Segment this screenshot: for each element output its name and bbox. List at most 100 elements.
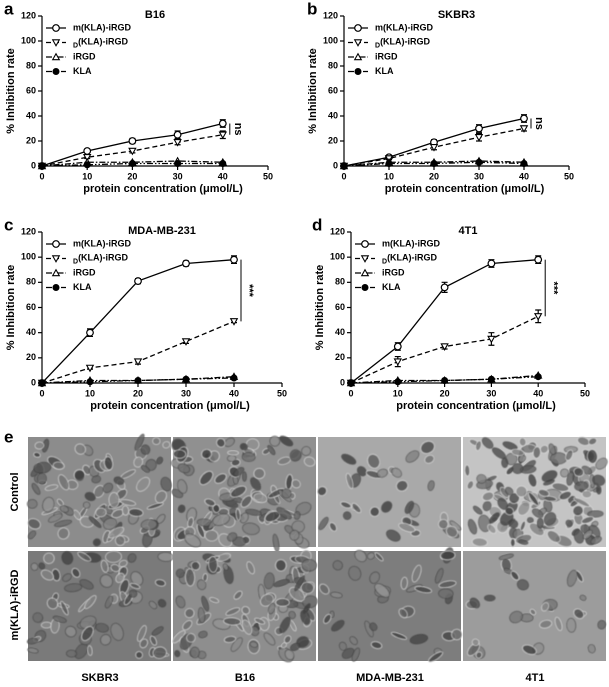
cell: [331, 619, 345, 632]
marker: [340, 162, 348, 170]
cell: [227, 532, 238, 542]
cell: [438, 588, 454, 599]
legend-label: m(KLA)-iRGD: [73, 238, 131, 248]
y-axis-label: % Inhibition rate: [5, 265, 17, 351]
cell: [38, 562, 46, 570]
cell: [276, 507, 292, 520]
cell: [582, 529, 593, 540]
y-tick-label: 120: [21, 10, 36, 20]
cell: [566, 471, 575, 486]
marker: [52, 24, 60, 32]
x-tick-label: 10: [393, 388, 403, 398]
cell: [560, 468, 569, 478]
cell: [225, 607, 241, 616]
cell: [338, 641, 347, 651]
row-label: Control: [9, 472, 21, 511]
chart: b SKBR3 0 20 40 60 80 100 120 0 10 20 30 40 50 protein …: [307, 0, 574, 195]
y-tick-label: 120: [21, 226, 36, 236]
cell: [201, 448, 212, 460]
cell: [198, 630, 208, 639]
legend-label: D(KLA)-iRGD: [73, 37, 129, 49]
cell: [501, 457, 509, 469]
cell: [224, 437, 235, 447]
cell: [509, 610, 523, 624]
x-axis-label: protein concentration (μmol/L): [83, 183, 243, 195]
marker: [394, 378, 402, 386]
cell: [554, 616, 563, 632]
marker: [354, 24, 362, 32]
marker: [440, 343, 449, 351]
y-tick-label: 80: [26, 277, 36, 287]
cell: [54, 519, 73, 527]
marker: [134, 277, 142, 285]
marker: [181, 338, 191, 346]
cell: [329, 522, 337, 532]
marker: [353, 52, 363, 61]
marker: [38, 379, 46, 387]
cell: [438, 580, 457, 589]
y-tick-label: 100: [330, 252, 345, 262]
x-tick-label: 40: [519, 171, 529, 181]
marker: [51, 255, 61, 263]
marker: [487, 335, 496, 344]
chart-title: SKBR3: [438, 9, 475, 21]
cell: [120, 499, 137, 506]
cell: [595, 457, 608, 470]
y-axis-label: % Inhibition rate: [5, 48, 17, 134]
marker: [475, 124, 483, 133]
cell: [288, 610, 296, 619]
legend-label: D(KLA)-iRGD: [382, 253, 438, 265]
cell: [129, 582, 141, 590]
y-tick-label: 80: [335, 277, 345, 287]
cell: [62, 573, 72, 582]
cell: [223, 635, 237, 643]
marker: [430, 160, 438, 167]
cell: [103, 517, 117, 530]
x-tick-label: 30: [474, 171, 484, 181]
cell: [341, 453, 357, 465]
cell: [548, 443, 556, 455]
cell: [233, 590, 243, 600]
cell: [284, 649, 295, 661]
marker: [128, 147, 137, 156]
marker: [219, 160, 227, 167]
marker: [86, 328, 94, 337]
marker: [230, 374, 238, 382]
cell: [139, 638, 149, 649]
panel-letter: d: [312, 215, 322, 234]
cell: [398, 522, 416, 533]
cell: [300, 581, 315, 594]
y-tick-label: 60: [26, 85, 36, 95]
cell: [40, 569, 54, 581]
cell: [527, 517, 534, 524]
cell: [356, 466, 367, 477]
cell: [504, 486, 514, 496]
marker: [173, 130, 182, 139]
cell: [59, 505, 69, 513]
cell: [44, 484, 59, 491]
cell: [518, 539, 529, 545]
cell: [482, 501, 492, 512]
cell: [42, 496, 55, 513]
cell: [374, 552, 384, 562]
y-tick-label: 60: [335, 302, 345, 312]
cell: [182, 620, 193, 631]
cell: [184, 608, 195, 619]
cell: [110, 622, 124, 641]
micrograph: [463, 436, 608, 548]
cell: [162, 441, 171, 449]
cell: [152, 437, 161, 446]
cell: [27, 518, 41, 530]
cell: [103, 456, 114, 471]
cell: [108, 526, 125, 539]
cell: [283, 635, 292, 644]
cell: [439, 550, 456, 561]
cell: [573, 497, 591, 508]
cell: [539, 619, 553, 629]
cell: [32, 612, 44, 623]
cell: [267, 445, 276, 456]
cell: [367, 453, 381, 469]
cell: [87, 645, 93, 656]
legend-label: KLA: [382, 282, 401, 292]
cell: [445, 525, 458, 538]
